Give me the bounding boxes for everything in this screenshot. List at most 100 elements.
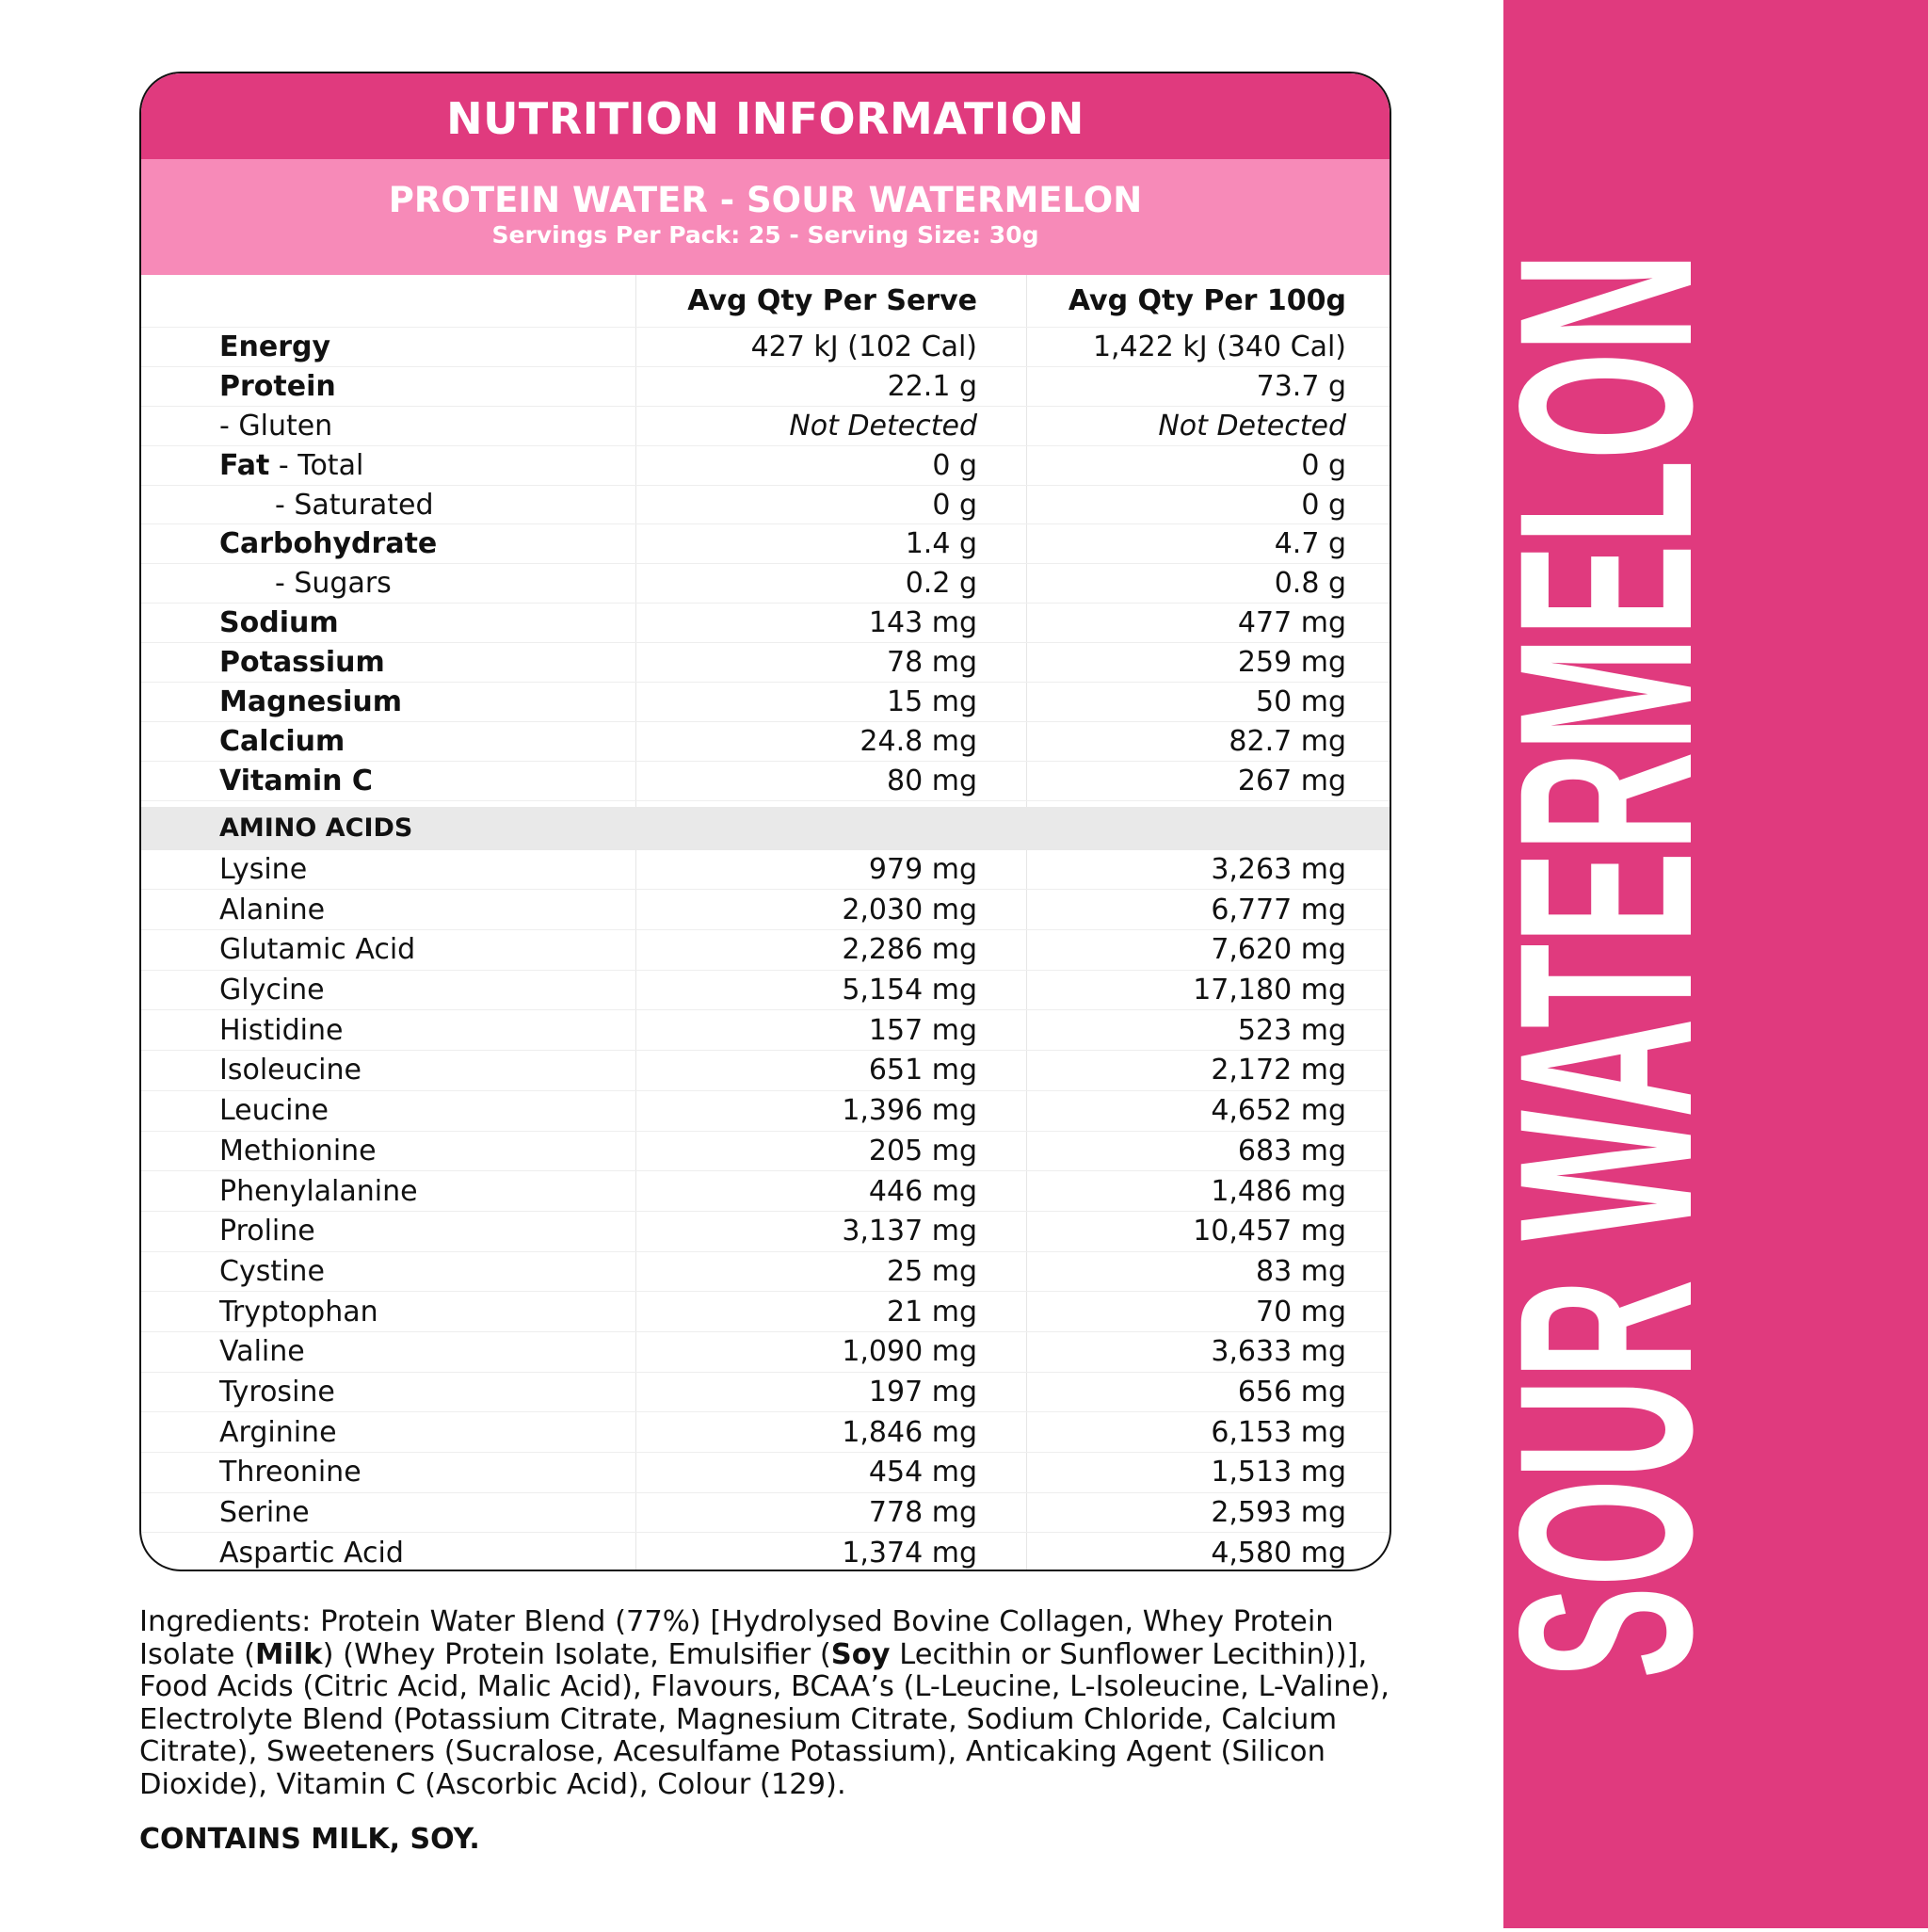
ingredients-segment: Lecithin or Sunflower Lecithin))], Food … xyxy=(139,1637,1390,1801)
side-flavour-panel: SOUR WATERMELON xyxy=(1468,0,1928,1928)
nutrient-label: - Sugars xyxy=(275,564,392,603)
nutrient-row: Sodium 143 mg 477 mg xyxy=(141,604,1390,644)
amino-acid-name: Valine xyxy=(219,1335,305,1369)
nutrient-row: - Sugars 0.2 g 0.8 g xyxy=(141,564,1390,604)
nutrient-name: Calcium xyxy=(219,724,345,758)
nutrient-row: Carbohydrate 1.4 g 4.7 g xyxy=(141,524,1390,565)
allergen-highlight: Milk xyxy=(255,1637,323,1671)
per-serve-value: 1,846 mg xyxy=(842,1415,977,1449)
nutrient-name: Protein xyxy=(219,369,336,403)
nutrient-label: - Gluten xyxy=(219,407,332,445)
per-serve-value: 24.8 mg xyxy=(860,724,977,758)
per-100g-value: 10,457 mg xyxy=(1193,1215,1346,1248)
amino-acid-row: Tryptophan 21 mg 70 mg xyxy=(141,1292,1390,1332)
amino-acid-name: Glycine xyxy=(219,974,325,1007)
per-100g-value: 6,153 mg xyxy=(1211,1415,1346,1449)
per-100g-value: 70 mg xyxy=(1256,1295,1346,1328)
per-serve-value: 205 mg xyxy=(868,1134,977,1167)
amino-acid-name: Phenylalanine xyxy=(219,1174,418,1208)
per-serve-value: 3,137 mg xyxy=(842,1215,977,1248)
amino-acid-name: Aspartic Acid xyxy=(219,1536,404,1570)
servings-info: Servings Per Pack: 25 - Serving Size: 30… xyxy=(491,221,1039,249)
nutrient-name: Potassium xyxy=(219,646,385,680)
column-header-serve: Avg Qty Per Serve xyxy=(687,284,977,317)
per-serve-value: 15 mg xyxy=(887,684,977,718)
column-divider xyxy=(1026,275,1027,1570)
per-serve-value: 25 mg xyxy=(887,1254,977,1288)
per-100g-value: 4,580 mg xyxy=(1211,1536,1346,1570)
amino-acid-name: Isoleucine xyxy=(219,1054,362,1087)
nutrient-name: Energy xyxy=(219,330,331,363)
nutrition-title: NUTRITION INFORMATION xyxy=(141,73,1390,159)
amino-acids-header: AMINO ACIDS xyxy=(141,806,1390,850)
amino-acid-row: Histidine 157 mg 523 mg xyxy=(141,1010,1390,1052)
amino-acid-name: Methionine xyxy=(219,1134,377,1167)
amino-acid-name: Arginine xyxy=(219,1415,337,1449)
per-serve-value: 143 mg xyxy=(868,606,977,640)
amino-acid-name: Cystine xyxy=(219,1254,325,1288)
amino-acid-name: Tyrosine xyxy=(219,1375,335,1409)
amino-acid-name: Alanine xyxy=(219,893,326,926)
nutrient-sublabel: - Gluten xyxy=(219,409,333,443)
per-serve-value: 0.2 g xyxy=(905,567,977,601)
amino-acid-row: Phenylalanine 446 mg 1,486 mg xyxy=(141,1171,1390,1212)
ingredients-segment: ) (Whey Protein Isolate, Emulsifier ( xyxy=(322,1637,831,1671)
per-100g-value: 267 mg xyxy=(1237,764,1346,797)
nutrient-name: Sodium xyxy=(219,606,339,640)
per-100g-value: 0 g xyxy=(1301,448,1346,482)
nutrient-name: Vitamin C xyxy=(219,764,373,797)
ingredients-segment: Ingredients: Protein Water Blend (77%) [… xyxy=(139,1605,1334,1671)
per-serve-value: 1,090 mg xyxy=(842,1335,977,1369)
per-serve-value: 0 g xyxy=(932,488,977,522)
amino-acid-row: Tyrosine 197 mg 656 mg xyxy=(141,1373,1390,1413)
per-serve-value: 454 mg xyxy=(868,1456,977,1489)
ingredients-text: Ingredients: Protein Water Blend (77%) [… xyxy=(139,1605,1401,1802)
per-serve-value: 446 mg xyxy=(868,1174,977,1208)
per-100g-value: 7,620 mg xyxy=(1211,933,1346,967)
amino-acid-row: Cystine 25 mg 83 mg xyxy=(141,1252,1390,1293)
column-divider xyxy=(635,275,636,1570)
nutrient-label: Calcium xyxy=(219,722,345,761)
amino-acid-row: Glycine 5,154 mg 17,180 mg xyxy=(141,971,1390,1011)
per-serve-value: 22.1 g xyxy=(887,369,977,403)
per-serve-value: 651 mg xyxy=(868,1054,977,1087)
amino-acid-row: Aspartic Acid 1,374 mg 4,580 mg xyxy=(141,1533,1390,1570)
product-header: PROTEIN WATER - SOUR WATERMELON Servings… xyxy=(141,159,1390,275)
per-100g-value: 0 g xyxy=(1301,488,1346,522)
amino-acid-name: Leucine xyxy=(219,1094,329,1128)
amino-acid-name: Histidine xyxy=(219,1013,344,1047)
per-serve-value: 1.4 g xyxy=(905,527,977,561)
nutrient-row: Fat - Total 0 g 0 g xyxy=(141,446,1390,486)
amino-acids-title: AMINO ACIDS xyxy=(219,813,413,844)
per-100g-value: 2,593 mg xyxy=(1211,1496,1346,1530)
nutrient-label: Vitamin C xyxy=(219,762,373,800)
amino-acid-row: Glutamic Acid 2,286 mg 7,620 mg xyxy=(141,930,1390,971)
nutrient-label: Magnesium xyxy=(219,683,402,721)
amino-acid-name: Proline xyxy=(219,1215,315,1248)
per-100g-value: 50 mg xyxy=(1256,684,1346,718)
per-serve-value: 778 mg xyxy=(868,1496,977,1530)
amino-acid-row: Serine 778 mg 2,593 mg xyxy=(141,1493,1390,1534)
per-100g-value: 17,180 mg xyxy=(1193,974,1346,1007)
nutrient-name: Carbohydrate xyxy=(219,527,438,561)
nutrient-sublabel: - Saturated xyxy=(275,488,434,522)
amino-acid-row: Leucine 1,396 mg 4,652 mg xyxy=(141,1091,1390,1132)
nutrient-label: Carbohydrate xyxy=(219,524,437,563)
per-serve-value: Not Detected xyxy=(789,409,977,443)
per-serve-value: 427 kJ (102 Cal) xyxy=(750,330,977,363)
product-name: PROTEIN WATER - SOUR WATERMELON xyxy=(388,180,1143,220)
amino-acid-name: Serine xyxy=(219,1496,310,1530)
per-serve-value: 157 mg xyxy=(868,1013,977,1047)
per-100g-value: 477 mg xyxy=(1237,606,1346,640)
amino-acid-row: Valine 1,090 mg 3,633 mg xyxy=(141,1332,1390,1373)
side-label-graphic: SOUR WATERMELON xyxy=(1468,252,1743,1679)
per-100g-value: 1,513 mg xyxy=(1211,1456,1346,1489)
nutrient-row: Potassium 78 mg 259 mg xyxy=(141,643,1390,684)
amino-acid-row: Lysine 979 mg 3,263 mg xyxy=(141,850,1390,891)
nutrient-label: Potassium xyxy=(219,643,385,682)
nutrient-sublabel: - Total xyxy=(269,448,364,482)
amino-acid-row: Arginine 1,846 mg 6,153 mg xyxy=(141,1412,1390,1453)
allergen-highlight: Soy xyxy=(830,1637,891,1671)
nutrient-row: Vitamin C 80 mg 267 mg xyxy=(141,762,1390,801)
per-serve-value: 21 mg xyxy=(887,1295,977,1328)
